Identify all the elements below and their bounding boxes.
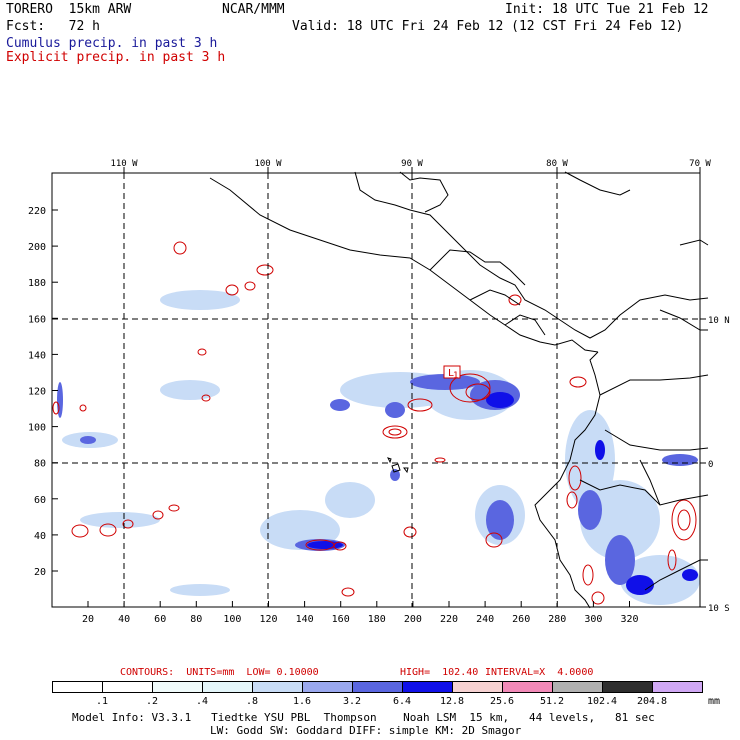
longitude-label: 100 W (254, 159, 282, 169)
cumulus-precip-shading (57, 290, 700, 605)
forecast-hour: Fcst: 72 h (6, 19, 100, 34)
explicit-legend: Explicit precip. in past 3 h (6, 50, 226, 65)
colorbar-level-label: .8 (245, 696, 259, 707)
coastlines (209, 171, 709, 609)
latitude-label: 0 (708, 460, 713, 470)
colorbar-swatch (202, 681, 253, 693)
lat-lon-grid (52, 173, 700, 607)
x-tick-label: 60 (154, 614, 166, 625)
x-tick-label: 280 (548, 614, 566, 625)
longitude-label: 110 W (110, 159, 138, 169)
low-marker: L (448, 368, 454, 379)
x-tick-label: 200 (404, 614, 422, 625)
contour-info: CONTOURS: UNITS=mm LOW= 0.10000 (120, 667, 319, 678)
colorbar-level-label: 204.8 (636, 696, 668, 707)
colorbar-level-label: 12.8 (439, 696, 465, 707)
colorbar-swatch (302, 681, 353, 693)
colorbar-level-label: .2 (145, 696, 159, 707)
y-tick-label: 80 (34, 459, 46, 470)
colorbar-unit: mm (707, 696, 721, 707)
x-tick-label: 100 (223, 614, 241, 625)
colorbar-level-label: .1 (95, 696, 109, 707)
colorbar-swatch (252, 681, 303, 693)
colorbar-swatch (402, 681, 453, 693)
x-tick-label: 80 (190, 614, 202, 625)
x-tick-label: 120 (259, 614, 277, 625)
x-tick-label: 40 (118, 614, 130, 625)
colorbar-level-label: 6.4 (392, 696, 412, 707)
colorbar-swatch (652, 681, 703, 693)
latitude-label: 10 S (708, 604, 730, 614)
colorbar-swatch (352, 681, 403, 693)
init-time: Init: 18 UTC Tue 21 Feb 12 (505, 2, 709, 17)
valid-time: Valid: 18 UTC Fri 24 Feb 12 (12 CST Fri … (292, 19, 684, 34)
colorbar-level-label: .4 (195, 696, 209, 707)
y-tick-label: 140 (28, 350, 46, 361)
colorbar-swatch (552, 681, 603, 693)
longitude-label: 80 W (546, 159, 568, 169)
y-tick-label: 160 (28, 314, 46, 325)
cumulus-legend: Cumulus precip. in past 3 h (6, 36, 218, 51)
y-tick-label: 60 (34, 495, 46, 506)
colorbar-level-label: 102.4 (586, 696, 618, 707)
latitude-label: 10 N (708, 316, 730, 326)
colorbar-swatch (102, 681, 153, 693)
colorbar-swatch (452, 681, 503, 693)
x-tick-label: 320 (620, 614, 638, 625)
x-tick-label: 240 (476, 614, 494, 625)
low-marker-value: 1 (453, 371, 458, 381)
y-tick-label: 40 (34, 531, 46, 542)
x-tick-label: 140 (296, 614, 314, 625)
model-title: TORERO 15km ARW (6, 2, 132, 17)
y-tick-label: 220 (28, 206, 46, 217)
colorbar-level-label: 3.2 (342, 696, 362, 707)
x-tick-label: 160 (332, 614, 350, 625)
axis-ticks: 20 40 60 80 100 120 140 160 180 200 220 240 260 280 30… (28, 159, 730, 625)
low-marker-box (443, 365, 461, 379)
x-tick-label: 20 (82, 614, 94, 625)
colorbar-swatch (502, 681, 553, 693)
model-info: Model Info: V3.3.1 Tiedtke YSU PBL Thomp… (72, 711, 655, 724)
colorbar-swatch (52, 681, 103, 693)
x-tick-label: 220 (440, 614, 458, 625)
x-tick-label: 180 (368, 614, 386, 625)
colorbar-level-label: 51.2 (539, 696, 565, 707)
longitude-label: 90 W (401, 159, 423, 169)
y-tick-label: 20 (34, 567, 46, 578)
colorbar-level-label: 1.6 (292, 696, 312, 707)
contour-interval: INTERVAL=X 4.0000 (485, 667, 594, 678)
y-tick-label: 180 (28, 278, 46, 289)
physics-info: LW: Godd SW: Goddard DIFF: simple KM: 2D… (210, 724, 522, 737)
y-tick-label: 120 (28, 387, 46, 398)
colorbar-level-label: 25.6 (489, 696, 515, 707)
explicit-precip-contours (52, 241, 697, 605)
colorbar-swatch (602, 681, 653, 693)
x-tick-label: 300 (584, 614, 602, 625)
x-tick-label: 260 (512, 614, 530, 625)
y-tick-label: 100 (28, 423, 46, 434)
contour-high: HIGH= 102.40 (400, 667, 479, 678)
y-tick-label: 200 (28, 242, 46, 253)
org-label: NCAR/MMM (222, 2, 285, 17)
longitude-label: 70 W (689, 159, 711, 169)
colorbar-swatch (152, 681, 203, 693)
